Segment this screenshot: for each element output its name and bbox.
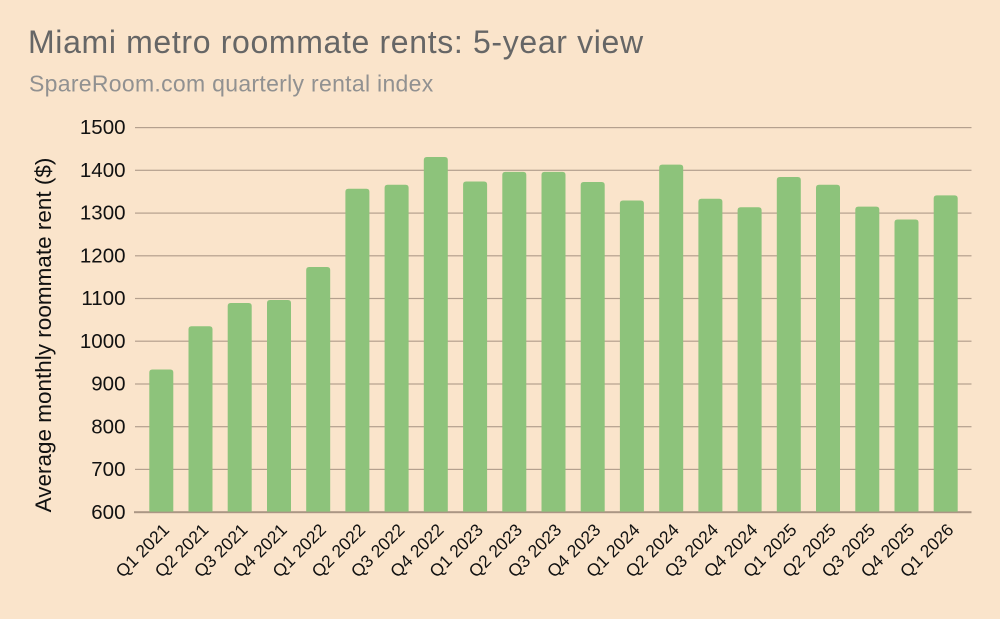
svg-text:1300: 1300 (80, 202, 126, 225)
svg-text:1000: 1000 (80, 330, 126, 353)
svg-text:800: 800 (91, 415, 125, 438)
svg-text:Miami metro roommate rents: 5-: Miami metro roommate rents: 5-year view (28, 24, 644, 60)
svg-text:1100: 1100 (81, 287, 125, 310)
svg-text:700: 700 (91, 458, 125, 481)
svg-text:Average monthly roommate rent: Average monthly roommate rent ($) (31, 158, 56, 513)
svg-text:1400: 1400 (80, 159, 126, 182)
svg-text:1500: 1500 (80, 116, 126, 139)
svg-text:SpareRoom.com quarterly rental: SpareRoom.com quarterly rental index (29, 71, 434, 97)
svg-text:900: 900 (91, 373, 125, 396)
svg-text:1200: 1200 (80, 244, 126, 267)
svg-text:600: 600 (91, 501, 125, 524)
